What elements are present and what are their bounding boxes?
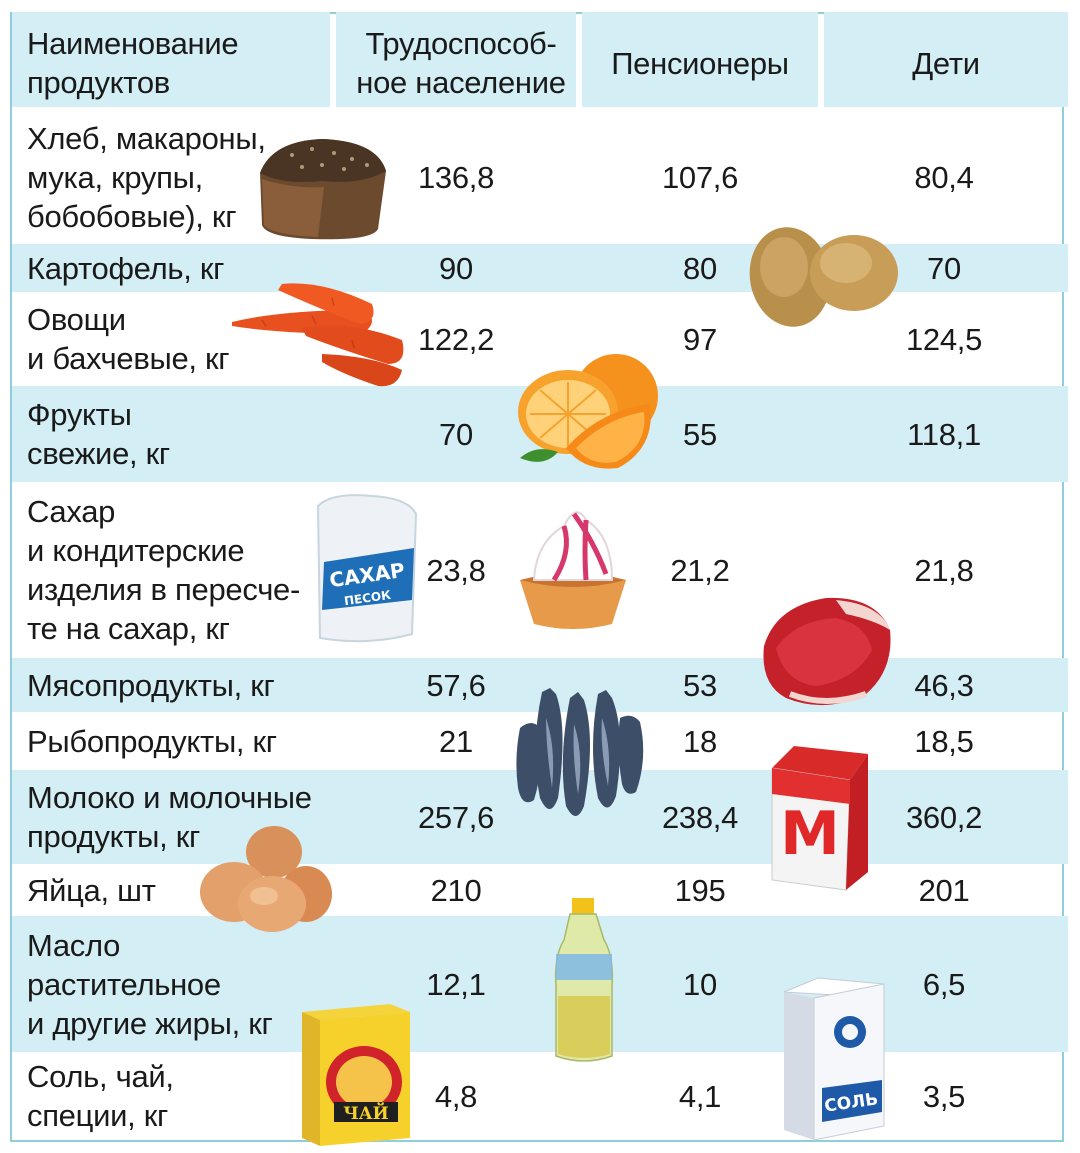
table-row [12,916,1068,1052]
sugar-bag-icon: САХАР ПЕСОК [316,494,418,643]
value-working: 21 [439,724,473,759]
cake-icon [520,511,626,629]
carrot-icon [232,283,404,387]
product-name: Сахар и кондитерские изделия в пересче- … [27,494,301,646]
value-children: 360,2 [905,800,983,835]
product-name: Яйца, шт [27,873,156,908]
value-pensioners: 107,6 [661,160,739,195]
header-cell-working [336,12,576,107]
value-working: 210 [430,873,482,908]
value-children: 6,5 [922,967,966,1002]
value-pensioners: 10 [683,967,717,1002]
product-name: Масло растительное и другие жиры, кг [27,928,273,1041]
eggs-icon [200,826,332,932]
value-working: 90 [439,251,473,286]
orange-icon [518,354,658,469]
product-name: Мясопродукты, кг [27,668,275,703]
header-pensioners: Пенсионеры [611,46,789,81]
value-pensioners: 195 [674,873,726,908]
sugar-pack-label-2: ПЕСОК [343,588,392,608]
header-cell-product [12,12,330,107]
value-working: 257,6 [417,800,495,835]
header-cell-children [824,12,1068,107]
value-working: 136,8 [417,160,495,195]
value-children: 70 [927,251,961,286]
tea-box-icon: ЧАЙ [302,1004,410,1146]
tea-pack-label: ЧАЙ [343,1102,388,1124]
value-working: 12,1 [426,967,486,1002]
product-name: Хлеб, макароны, мука, крупы, бобобовые),… [27,121,266,234]
meat-icon [763,597,891,706]
value-working: 4,8 [434,1079,478,1114]
bread-icon [260,139,386,240]
milk-carton-icon: М [771,746,868,891]
header-product: Наименование продуктов [27,26,239,100]
product-name: Фрукты свежие, кг [27,397,170,471]
value-working: 122,2 [417,322,495,357]
product-name: Рыбопродукты, кг [27,724,277,759]
salt-pack-icon: СОЛЬ [783,977,885,1141]
value-children: 46,3 [914,668,974,703]
value-children: 3,5 [922,1079,966,1114]
value-pensioners: 18 [683,724,717,759]
value-pensioners: 55 [683,417,717,452]
value-pensioners: 238,4 [661,800,739,835]
value-children: 21,8 [914,553,974,588]
milk-pack-label: М [780,799,840,869]
header-working: Трудоспособ- ное население [356,26,566,100]
value-children: 18,5 [914,724,974,759]
potato-icon [749,227,898,327]
value-pensioners: 4,1 [678,1079,722,1114]
value-working: 70 [439,417,473,452]
value-working: 23,8 [426,553,486,588]
value-working: 57,6 [426,668,486,703]
product-name: Картофель, кг [27,251,225,286]
value-children: 80,4 [914,160,974,195]
product-name: Молоко и молочные продукты, кг [27,780,312,854]
oil-bottle-icon [554,898,614,1062]
value-children: 201 [918,873,970,908]
value-pensioners: 21,2 [670,553,730,588]
value-pensioners: 97 [683,322,717,357]
product-name: Соль, чай, специи, кг [27,1059,174,1133]
value-children: 118,1 [907,417,981,452]
value-pensioners: 53 [683,668,717,703]
product-name: Овощи и бахчевые, кг [27,302,230,376]
value-pensioners: 80 [683,251,717,286]
header-cell-pensioners [582,12,818,107]
header-children: Дети [912,46,980,81]
fish-icon [516,688,644,816]
value-children: 124,5 [905,322,983,357]
